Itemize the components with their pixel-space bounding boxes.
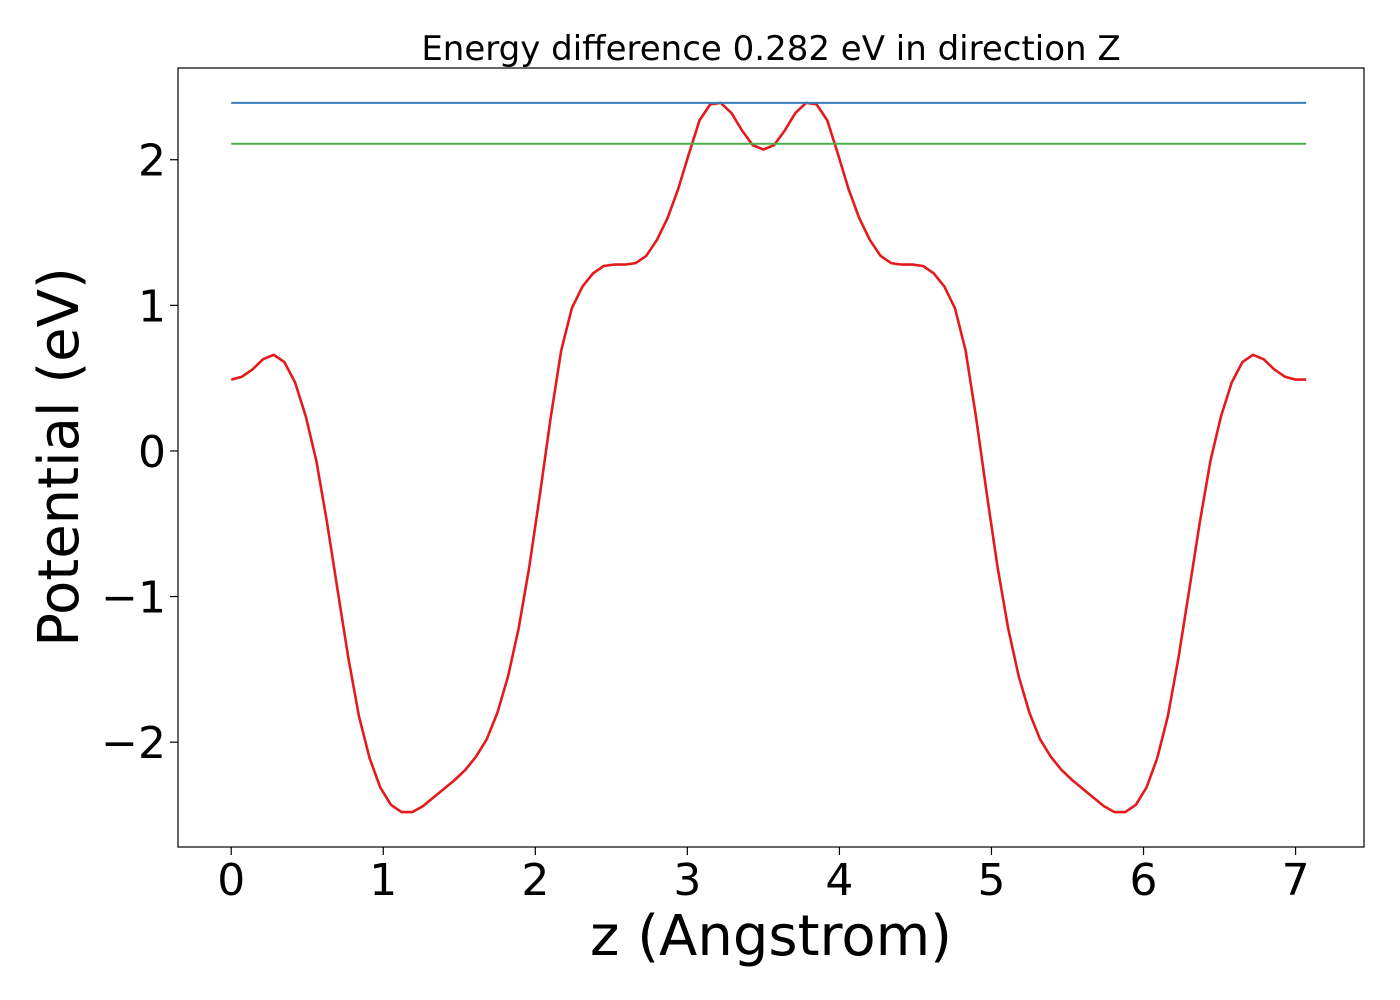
y-tick-label: 2 [138, 136, 166, 187]
series-line-1 [230, 101, 1307, 814]
x-tick-label: 7 [1282, 855, 1310, 906]
y-axis-label: Potential (eV) [27, 267, 92, 647]
x-tick-label: 5 [977, 855, 1005, 906]
x-axis-label: z (Angstrom) [590, 904, 952, 969]
x-axis-ticks: 0 1 2 3 4 5 6 7 [217, 847, 1310, 906]
plot-area [230, 101, 1307, 814]
chart-title: Energy difference 0.282 eV in direction … [421, 29, 1120, 69]
y-tick-label: 0 [138, 427, 166, 478]
x-tick-label: 1 [369, 855, 397, 906]
x-tick-label: 6 [1130, 855, 1158, 906]
y-tick-label: −2 [101, 718, 166, 769]
x-tick-label: 3 [673, 855, 701, 906]
x-tick-label: 2 [521, 855, 549, 906]
x-tick-label: 0 [217, 855, 245, 906]
y-tick-label: 1 [138, 281, 166, 332]
y-axis-ticks: −2 −1 0 1 2 [101, 136, 178, 769]
axes-frame [177, 67, 1365, 848]
y-tick-label: −1 [101, 573, 166, 624]
x-tick-label: 4 [825, 855, 853, 906]
